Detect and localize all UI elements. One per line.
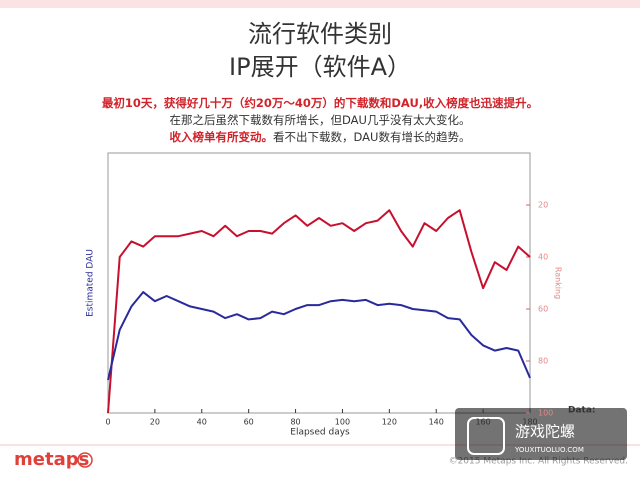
y-axis-label: Estimated DAU (86, 249, 96, 317)
footer-logo: metaps (14, 449, 89, 470)
note-segment: 在那之后虽然下载数有所增长，但DAU几乎没有太大变化。 (170, 113, 471, 127)
y2-tick-label: 20 (538, 201, 548, 210)
y2-tick-label: 80 (538, 357, 548, 366)
x-tick-label: 40 (197, 418, 207, 427)
note-line: 最初10天，获得好几十万（约20万～40万）的下载数和DAU,收入榜度也迅速提升… (102, 96, 538, 110)
x-tick-label: 140 (429, 418, 444, 427)
plot-area (107, 152, 531, 414)
y2-tick-label: 60 (538, 305, 548, 314)
title: 流行软件类别 (248, 20, 392, 48)
watermark-box (455, 408, 627, 460)
subtitle: IP展开（软件A） (229, 53, 411, 81)
y2-tick-label: 100 (538, 409, 553, 418)
x-tick-label: 80 (290, 418, 300, 427)
logo-mark (77, 452, 93, 468)
x-tick-label: 180 (522, 418, 537, 427)
note-line: 收入榜单有所变动。看不出下载数，DAU数有增长的趋势。 (170, 130, 471, 144)
y2-axis-label: Ranking (554, 267, 563, 299)
x-tick-label: 0 (105, 418, 110, 427)
watermark-icon (467, 417, 505, 455)
notes: 最初10天，获得好几十万（约20万～40万）的下载数和DAU,收入榜度也迅速提升… (102, 96, 538, 144)
series-line (107, 291, 531, 381)
source: Data: (568, 406, 596, 416)
x-tick-label: 100 (335, 418, 350, 427)
watermark: 游戏陀螺 (515, 423, 575, 441)
x-axis-label: Elapsed days (290, 428, 350, 438)
series-line (107, 209, 531, 414)
copyright: ©2015 Metaps Inc. All Rights Reserved. (449, 457, 628, 467)
y2-tick-label: 40 (538, 253, 548, 262)
note-segment: 收入榜单有所变动。 (170, 130, 274, 144)
note-segment: 最初10天，获得好几十万（约20万～40万）的下载数和DAU,收入榜度也迅速提升… (102, 96, 538, 110)
x-tick-label: 20 (150, 418, 160, 427)
x-tick-label: 160 (475, 418, 490, 427)
note-segment: 看不出下载数，DAU数有增长的趋势。 (273, 130, 470, 144)
x-tick-label: 60 (244, 418, 254, 427)
watermark-url: YOUXITUOLUO.COM (514, 446, 584, 454)
top-band (0, 0, 640, 8)
note-line: 在那之后虽然下载数有所增长，但DAU几乎没有太大变化。 (170, 113, 471, 127)
x-tick-label: 120 (382, 418, 397, 427)
